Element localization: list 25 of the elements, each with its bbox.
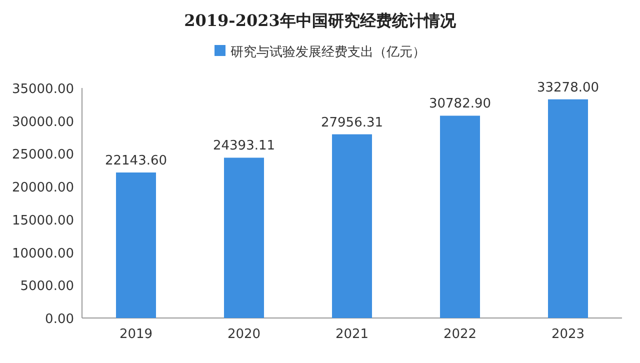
y-tick-label: 5000.00 bbox=[20, 279, 74, 294]
data-label: 24393.11 bbox=[212, 138, 276, 154]
y-tick-label: 0.00 bbox=[45, 312, 74, 327]
data-label: 27956.31 bbox=[320, 115, 384, 130]
legend-label: 研究与试验发展经费支出（亿元） bbox=[230, 45, 426, 60]
y-tick-label: 20000.00 bbox=[12, 180, 74, 196]
y-tick-label: 35000.00 bbox=[12, 82, 74, 97]
x-tick-label: 2020 bbox=[227, 327, 261, 342]
chart-title: 2019-2023年中国研究经费统计情况 bbox=[184, 11, 457, 30]
y-tick-label: 25000.00 bbox=[12, 148, 74, 163]
bar bbox=[548, 99, 588, 318]
y-tick-label: 30000.00 bbox=[12, 114, 74, 130]
x-tick-label: 2023 bbox=[551, 327, 585, 342]
data-label: 33278.00 bbox=[536, 80, 600, 96]
bar bbox=[440, 116, 480, 318]
x-tick-label: 2019 bbox=[119, 327, 153, 342]
bar bbox=[116, 172, 156, 318]
x-tick-label: 2021 bbox=[335, 327, 369, 342]
x-tick-label: 2022 bbox=[443, 327, 477, 342]
y-tick-label: 15000.00 bbox=[12, 213, 74, 228]
bar bbox=[224, 158, 264, 318]
data-label: 22143.60 bbox=[104, 153, 168, 168]
data-label: 30782.90 bbox=[428, 96, 492, 112]
y-tick-label: 10000.00 bbox=[12, 246, 74, 262]
bar bbox=[332, 134, 372, 318]
